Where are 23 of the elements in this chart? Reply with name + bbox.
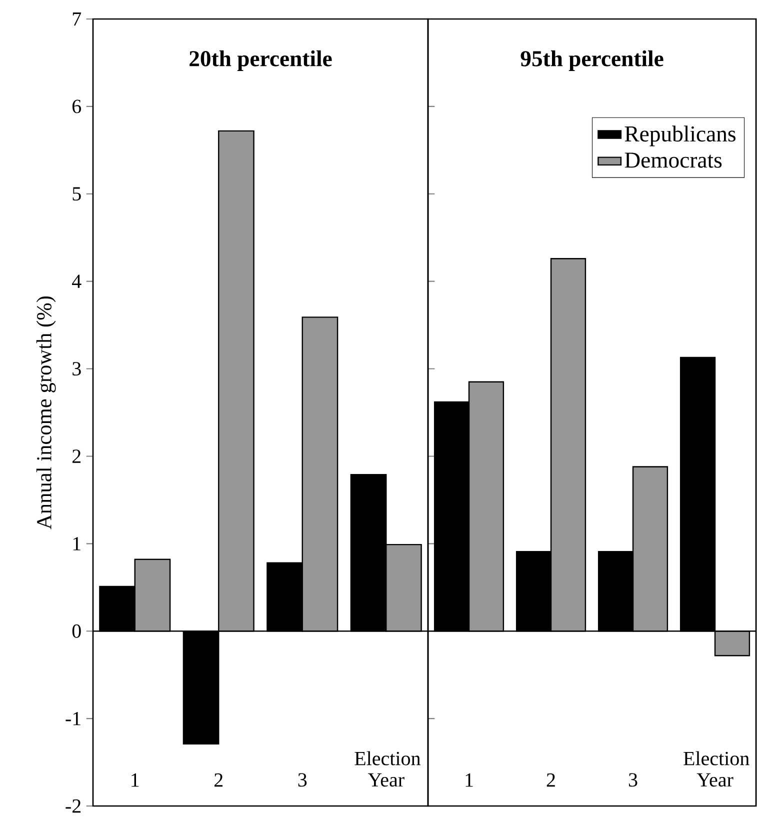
x-tick-label: 2 [214, 773, 223, 787]
y-tick-label: 3 [72, 362, 81, 376]
x-tick-label: 3 [628, 773, 638, 787]
text: 95th percentile [520, 50, 664, 71]
x-tick-label: 1 [466, 773, 473, 787]
legend-label: Democrats [624, 152, 722, 168]
x-tick-label: 1 [132, 773, 139, 787]
legend-label: Republicans [624, 126, 736, 146]
y-tick-label: 5 [72, 187, 81, 201]
y-tick-label: 1 [73, 537, 80, 550]
y-tick-label: 6 [72, 100, 82, 114]
x-tick-label: Election Year [354, 751, 420, 787]
y-tick-label: 7 [72, 12, 82, 26]
text: 20th percentile [190, 50, 332, 71]
x-tick-label: 2 [546, 773, 555, 787]
x-tick-label: 3 [298, 773, 307, 787]
y-tick-label: -1 [66, 712, 80, 726]
x-tick-label: Election Year [684, 751, 750, 787]
y-axis-title: Annual income growth (%) [36, 296, 56, 530]
y-tick-label: 4 [72, 274, 82, 288]
y-tick-label: 0 [72, 624, 81, 638]
y-tick-label: 2 [72, 450, 81, 463]
y-tick-label: -2 [66, 799, 81, 813]
